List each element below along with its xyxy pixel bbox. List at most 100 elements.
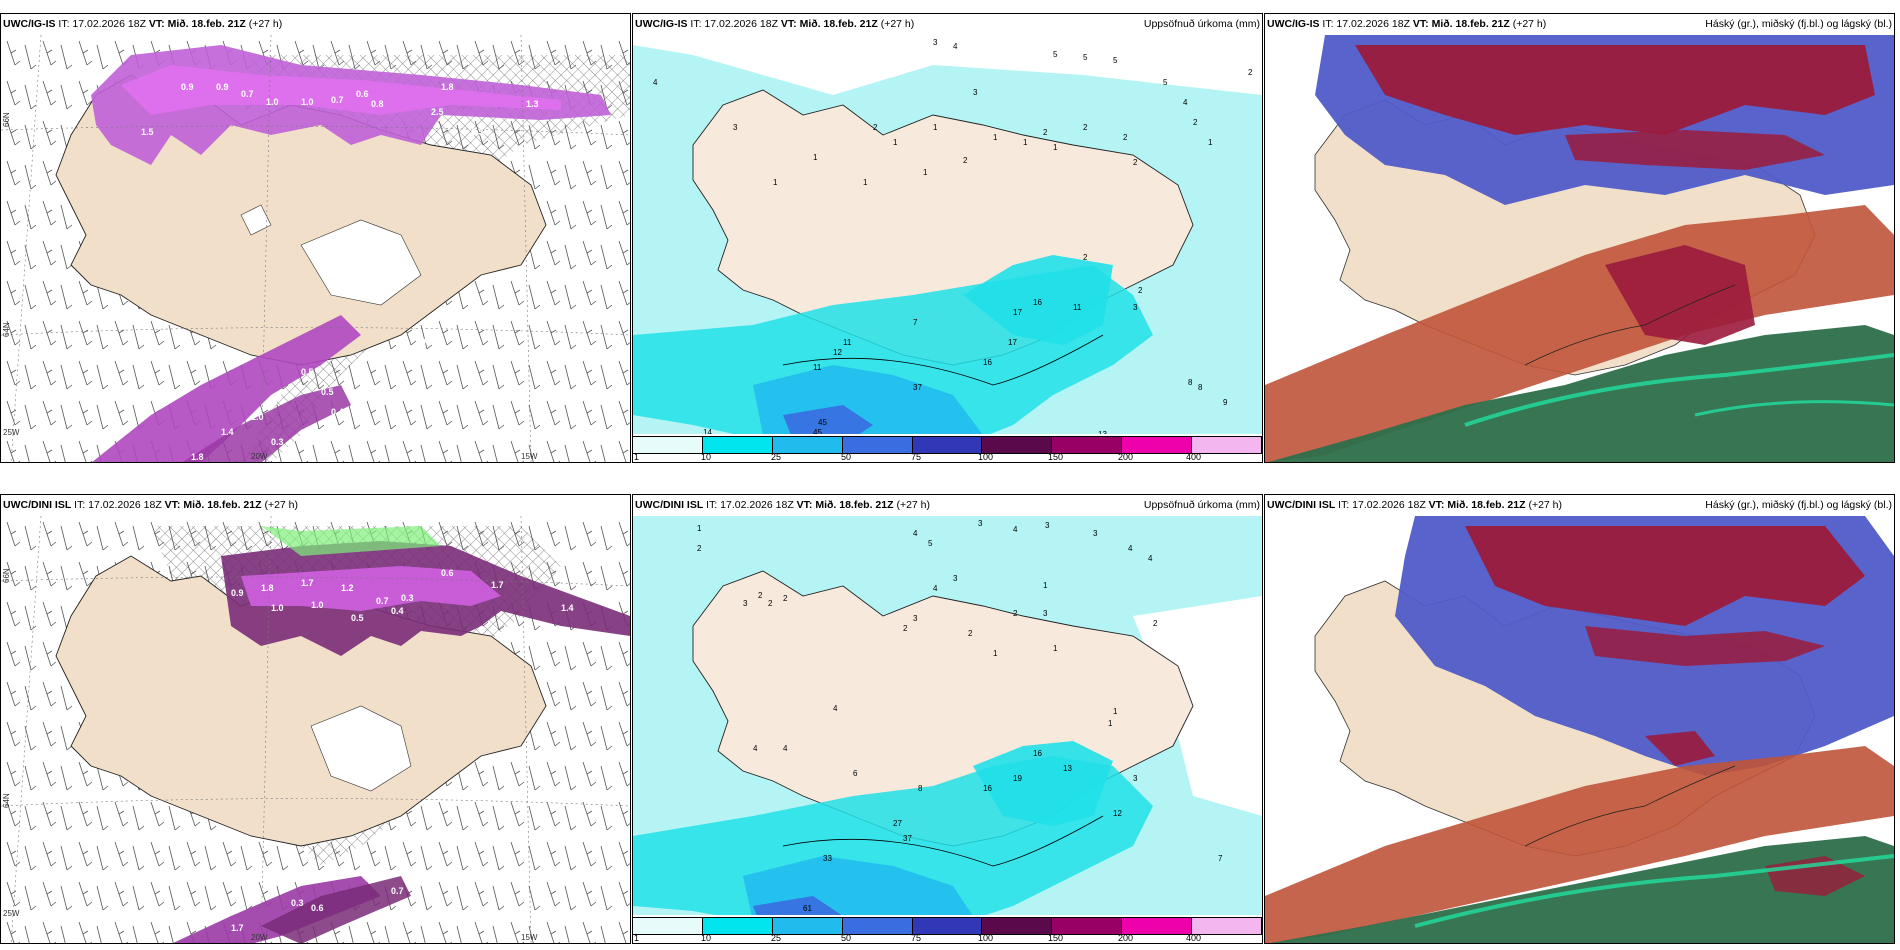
- precip-band-south-2: [261, 876, 411, 943]
- init-time: IT: 17.02.2026 18Z: [74, 499, 162, 511]
- coastline-overlay: [1524, 765, 1736, 847]
- low-cloud-teal-streak-2: [1694, 400, 1894, 417]
- precip-map-svg: 3 4 2 4 1 5 5 5 5 4 2 3 1 2 1 1 3 1 2 2: [633, 35, 1262, 462]
- precip-cyan-east: [963, 255, 1113, 345]
- precip-value: 2: [873, 123, 878, 132]
- precip-value: 16: [1033, 298, 1042, 307]
- wind-label: 0.9: [181, 82, 194, 92]
- scale-tick: 150: [1048, 452, 1064, 462]
- precip-value: 2: [783, 594, 788, 603]
- valid-time: VT: Mið. 18.feb. 21Z: [148, 18, 246, 30]
- init-time: IT: 17.02.2026 18Z: [1322, 18, 1410, 30]
- precip-value: 3: [973, 88, 978, 97]
- precip-value: 2: [768, 599, 773, 608]
- wind-label: 0.5: [301, 367, 314, 377]
- scale-tick: 200: [1118, 452, 1134, 462]
- wind-map-svg: 66N 64N 25W 20W 15W 0.9 1.5 1.8 0.7 1.0 …: [1, 35, 630, 462]
- wind-label: 1.0: [266, 97, 279, 107]
- green-rain-edge: [261, 526, 441, 556]
- scale-box: [633, 918, 703, 934]
- coastline-overlay: [1524, 284, 1736, 366]
- scale-tick: 100: [978, 452, 994, 462]
- valid-time: VT: Mið. 18.feb. 21Z: [1428, 499, 1526, 511]
- model-name: UWC/IG-IS: [635, 18, 688, 30]
- precip-value: 3: [1043, 609, 1048, 618]
- precip-title: Uppsöfnuð úrkoma (mm): [1143, 18, 1260, 30]
- wind-label: 1.4: [221, 427, 234, 437]
- precip-panel-igis: UWC/IG-IS IT: 17.02.2026 18Z VT: Mið. 18…: [632, 13, 1263, 463]
- precip-value: 45: [818, 418, 827, 427]
- precip-value: 2: [1193, 118, 1198, 127]
- wind-label: 0.6: [441, 568, 454, 578]
- precip-value: 2: [1083, 253, 1088, 262]
- precip-value: 1: [1053, 143, 1058, 152]
- high-cloud-red-patch: [1645, 731, 1715, 766]
- precip-value: 3: [933, 38, 938, 47]
- glacier-small: [240, 204, 272, 236]
- precip-value: 2: [758, 591, 763, 600]
- wind-label: 0.8: [371, 99, 384, 109]
- wind-label: 2.5: [431, 107, 444, 117]
- wind-label: 1.0: [271, 603, 284, 613]
- precip-value: 5: [1053, 50, 1058, 59]
- precip-value: 2: [1133, 158, 1138, 167]
- precip-value: 37: [913, 383, 922, 392]
- model-name: UWC/IG-IS: [3, 18, 56, 30]
- scale-tick: 100: [978, 933, 994, 943]
- precip-band-north-core: [121, 65, 561, 115]
- precip-value: 13: [1063, 764, 1072, 773]
- wind-label: 0.3: [271, 437, 284, 447]
- precip-value: 4: [783, 744, 788, 753]
- scale-box: [982, 437, 1053, 453]
- wind-precip-panel-dini: UWC/DINI ISL IT: 17.02.2026 18Z VT: Mið.…: [0, 494, 631, 944]
- precip-value: 7: [913, 318, 918, 327]
- precip-cyan-east: [973, 741, 1113, 826]
- cloud-panel-igis: UWC/IG-IS IT: 17.02.2026 18Z VT: Mið. 18…: [1264, 13, 1895, 463]
- valid-time: VT: Mið. 18.feb. 21Z: [1412, 18, 1510, 30]
- lead-time: (+27 h): [880, 18, 915, 30]
- scale-box: [842, 437, 913, 453]
- precip-value: 3: [1133, 774, 1138, 783]
- model-name: UWC/IG-IS: [1267, 18, 1320, 30]
- precip-value: 1: [863, 178, 868, 187]
- wind-label: 1.5: [141, 127, 154, 137]
- orange-low-cloud: [1265, 746, 1894, 943]
- precip-map: 1 2 3 2 2 2 4 5 3 4 3 3 4 2 4 2 3 4 3 2: [633, 516, 1262, 943]
- precip-value: 3: [913, 614, 918, 623]
- precip-value: 1: [993, 133, 998, 142]
- scale-tick: 50: [841, 933, 852, 943]
- precip-value: 1: [923, 168, 928, 177]
- wind-label: 1.7: [491, 580, 504, 590]
- precip-band-south: [173, 876, 381, 943]
- wind-value-labels: 0.9 1.5 1.8 0.7 1.0 2.5 1.0 1.3 0.9 0.7 …: [141, 82, 539, 462]
- precip-value: 5: [1163, 78, 1168, 87]
- precip-value: 1: [993, 649, 998, 658]
- wind-map: 66N 64N 25W 20W 15W 0.9 1.5 1.8 0.7 1.0 …: [1, 35, 630, 462]
- valid-time: VT: Mið. 18.feb. 21Z: [164, 499, 262, 511]
- scale-box: [842, 918, 913, 934]
- wind-label: 1.8: [191, 452, 204, 462]
- glacier: [310, 705, 412, 792]
- precip-band-south-2: [182, 385, 351, 462]
- precip-value: 4: [953, 42, 958, 51]
- wind-label: 0.6: [311, 903, 324, 913]
- scale-box: [1052, 918, 1123, 934]
- init-time: IT: 17.02.2026 18Z: [58, 18, 146, 30]
- scale-boxes: [633, 917, 1262, 935]
- precip-value: 4: [1128, 544, 1133, 553]
- graticule: [1, 35, 630, 462]
- precip-value: 33: [823, 854, 832, 863]
- scale-box: [1192, 918, 1262, 934]
- scale-tick: 400: [1186, 933, 1202, 943]
- precip-value: 3: [1045, 521, 1050, 530]
- precip-title: Uppsöfnuð úrkoma (mm): [1143, 499, 1260, 511]
- precip-value: 37: [903, 834, 912, 843]
- cloud-panel-dini: UWC/DINI ISL IT: 17.02.2026 18Z VT: Mið.…: [1264, 494, 1895, 944]
- precip-color-scale: 1 10 25 50 75 100 150 200 400: [633, 915, 1262, 943]
- coast-line: [782, 815, 1104, 867]
- precip-value: 2: [963, 156, 968, 165]
- precip-value: 19: [1013, 774, 1022, 783]
- coast-line: [782, 334, 1104, 386]
- precip-value: 1: [1043, 581, 1048, 590]
- precip-value: 12: [1113, 809, 1122, 818]
